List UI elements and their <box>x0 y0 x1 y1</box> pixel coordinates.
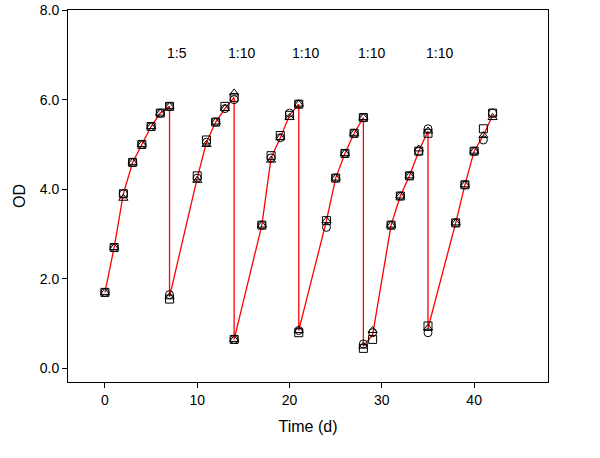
svg-text:30: 30 <box>374 392 390 408</box>
svg-text:2.0: 2.0 <box>40 271 60 287</box>
svg-text:0.0: 0.0 <box>40 360 60 376</box>
svg-text:1:5: 1:5 <box>167 45 187 61</box>
svg-text:OD: OD <box>11 184 28 208</box>
svg-text:1:10: 1:10 <box>426 45 453 61</box>
svg-text:Time (d): Time (d) <box>279 418 338 435</box>
svg-text:0: 0 <box>101 392 109 408</box>
svg-text:1:10: 1:10 <box>292 45 319 61</box>
svg-text:4.0: 4.0 <box>40 181 60 197</box>
svg-text:1:10: 1:10 <box>358 45 385 61</box>
svg-text:20: 20 <box>282 392 298 408</box>
svg-text:40: 40 <box>466 392 482 408</box>
svg-text:1:10: 1:10 <box>228 45 255 61</box>
svg-text:6.0: 6.0 <box>40 92 60 108</box>
svg-text:10: 10 <box>189 392 205 408</box>
svg-text:8.0: 8.0 <box>40 2 60 18</box>
